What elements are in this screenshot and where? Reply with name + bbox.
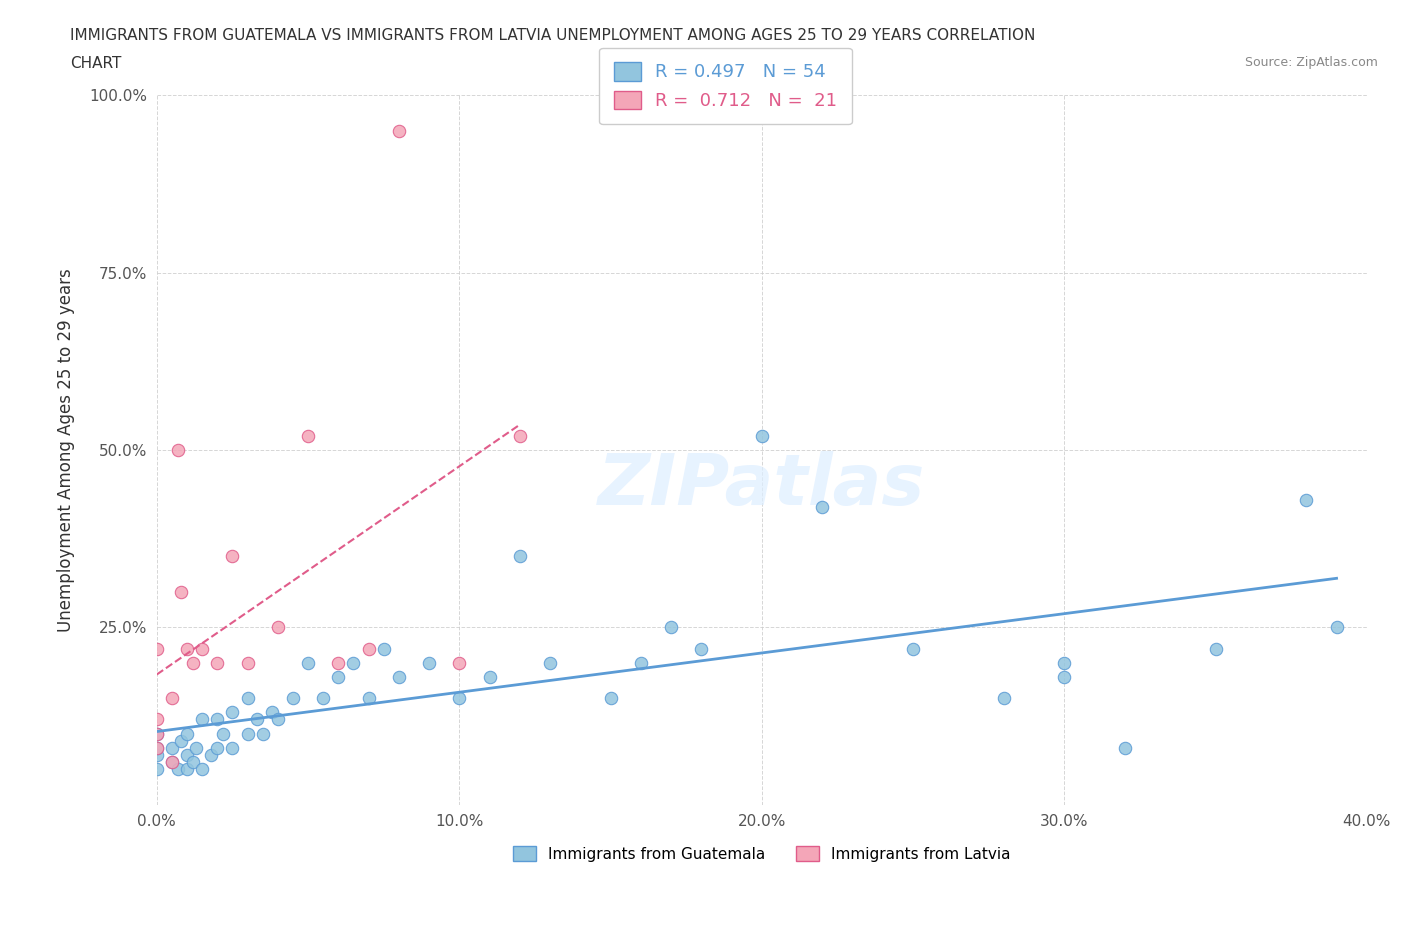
Point [160,740,183,755]
Point [328,670,350,684]
Point [659,619,682,634]
Point [449,691,471,706]
Point [236,691,259,706]
Point [993,691,1015,706]
Point [1295,492,1317,507]
Point [236,726,259,741]
Point [176,726,198,741]
Point [1053,670,1076,684]
Point [297,429,319,444]
Point [342,656,364,671]
Point [281,691,304,706]
Point [328,656,350,671]
Point [1326,619,1348,634]
Point [599,691,621,706]
Point [170,733,193,748]
Point [267,619,290,634]
Point [146,712,169,727]
Point [181,754,204,769]
Point [181,656,204,671]
Point [690,641,713,656]
Point [509,549,531,564]
Point [184,740,207,755]
Point [146,726,169,741]
Point [630,656,652,671]
Point [167,443,190,458]
Point [252,726,274,741]
Point [176,641,198,656]
Point [297,656,319,671]
Text: ZIPatlas: ZIPatlas [598,451,925,520]
Text: Source: ZipAtlas.com: Source: ZipAtlas.com [1244,56,1378,69]
Point [221,705,243,720]
Text: CHART: CHART [70,56,122,71]
Point [221,740,243,755]
Point [176,762,198,777]
Point [146,726,169,741]
Point [160,754,183,769]
Point [191,641,214,656]
Point [207,656,229,671]
Point [146,641,169,656]
Point [509,429,531,444]
Point [191,762,214,777]
Point [221,549,243,564]
Point [267,712,290,727]
Y-axis label: Unemployment Among Ages 25 to 29 years: Unemployment Among Ages 25 to 29 years [58,268,75,631]
Point [207,712,229,727]
Point [811,499,834,514]
Point [312,691,335,706]
Point [538,656,561,671]
Point [388,124,411,139]
Point [418,656,440,671]
Point [357,691,380,706]
Point [1205,641,1227,656]
Point [167,762,190,777]
Point [191,712,214,727]
Point [146,740,169,755]
Point [388,670,411,684]
Point [901,641,924,656]
Point [170,584,193,599]
Text: IMMIGRANTS FROM GUATEMALA VS IMMIGRANTS FROM LATVIA UNEMPLOYMENT AMONG AGES 25 T: IMMIGRANTS FROM GUATEMALA VS IMMIGRANTS … [70,28,1036,43]
Point [212,726,235,741]
Point [207,740,229,755]
Point [357,641,380,656]
Point [236,656,259,671]
Point [160,754,183,769]
Point [373,641,395,656]
Point [751,429,773,444]
Point [478,670,501,684]
Point [176,748,198,763]
Point [449,656,471,671]
Point [260,705,283,720]
Legend: Immigrants from Guatemala, Immigrants from Latvia: Immigrants from Guatemala, Immigrants fr… [508,840,1017,868]
Point [160,691,183,706]
Point [200,748,222,763]
Point [1053,656,1076,671]
Point [1114,740,1136,755]
Point [246,712,269,727]
Point [146,762,169,777]
Point [146,740,169,755]
Point [146,748,169,763]
